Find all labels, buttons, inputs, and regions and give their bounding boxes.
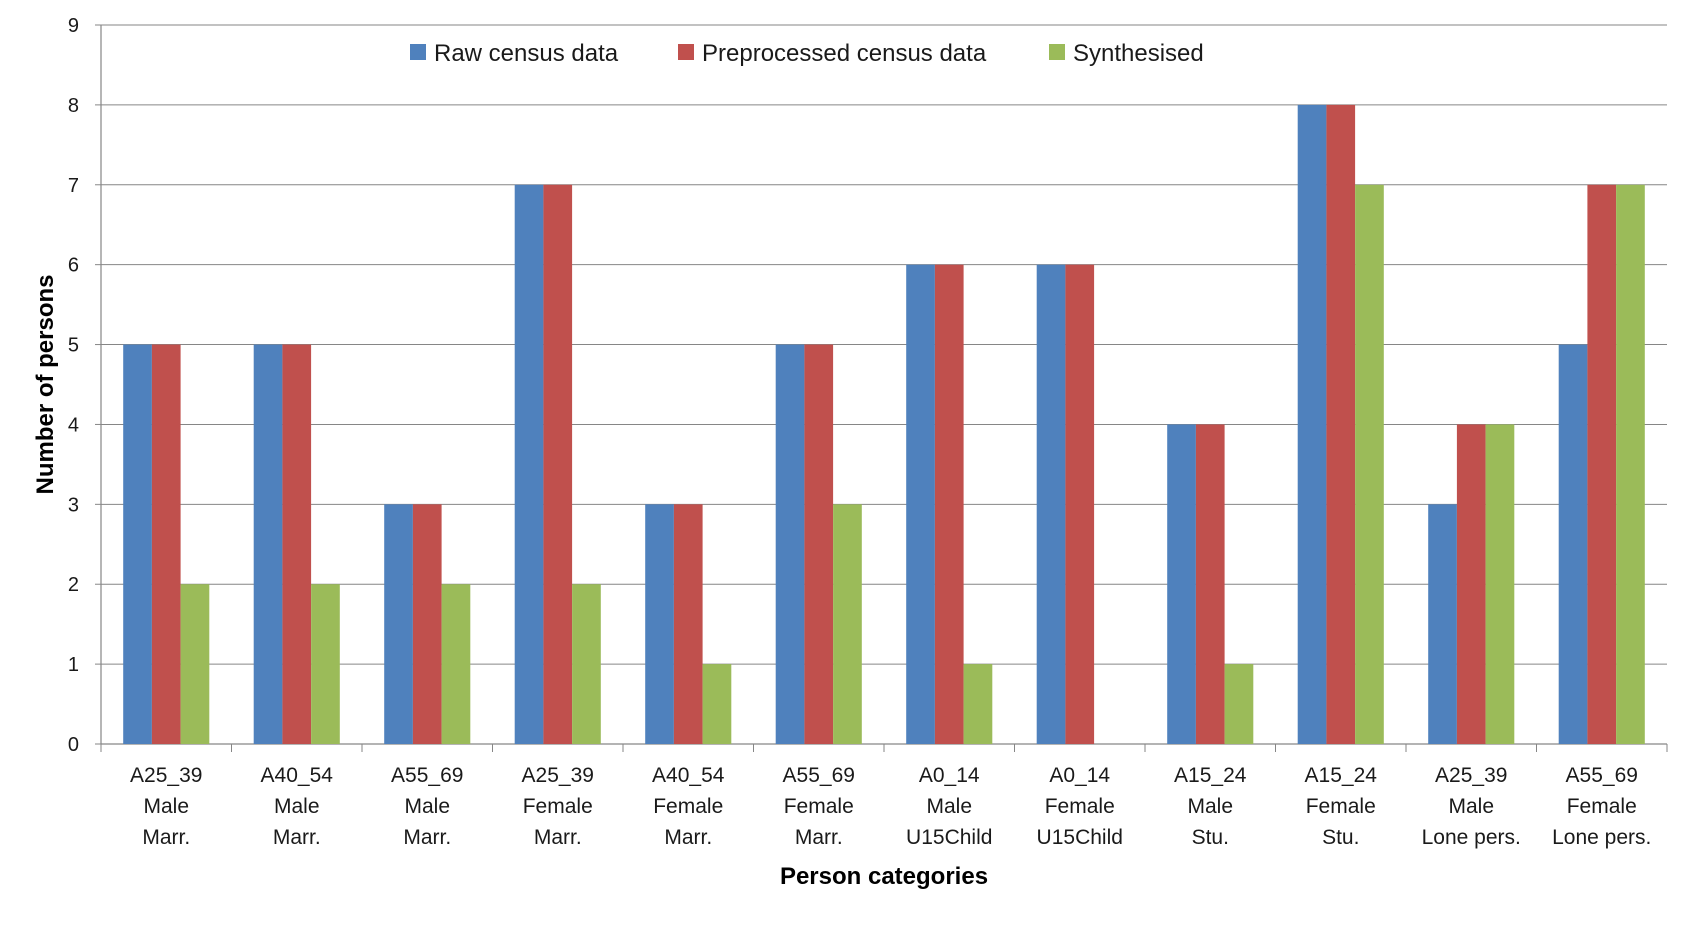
category-label: U15Child <box>906 826 992 849</box>
legend-label: Synthesised <box>1073 40 1204 67</box>
axes <box>100 25 1667 745</box>
bar-raw-census-data <box>123 344 152 744</box>
category-label: Female <box>653 795 723 818</box>
bar-preprocessed-census-data <box>1587 184 1617 744</box>
category-label: Stu. <box>1322 826 1359 849</box>
category-label: A55_69 <box>783 764 855 787</box>
category-label: A0_14 <box>919 764 980 787</box>
category-label: Lone pers. <box>1422 826 1521 849</box>
y-tick-labels: 0 1 2 3 4 5 6 7 8 9 <box>68 15 79 756</box>
category-label: Female <box>1306 795 1376 818</box>
category-label: Male <box>404 795 450 818</box>
legend-swatch-preprocessed-census-data <box>678 44 694 60</box>
y-tick-label: 8 <box>68 95 79 117</box>
category-label: A55_69 <box>1566 764 1638 787</box>
category-label: Marr. <box>534 826 582 849</box>
category-label: Male <box>926 795 972 818</box>
y-tick-label: 4 <box>68 414 79 436</box>
x-axis-title: Person categories <box>780 863 988 890</box>
bar-synthesised <box>1616 184 1645 744</box>
bar-preprocessed-census-data <box>543 184 573 744</box>
bar-raw-census-data <box>645 504 674 744</box>
legend-swatch-raw-census-data <box>410 44 426 60</box>
category-label: A40_54 <box>652 764 725 787</box>
bar-preprocessed-census-data <box>934 264 964 744</box>
category-label: A25_39 <box>1435 764 1507 787</box>
category-label: A0_14 <box>1049 764 1110 787</box>
bar-raw-census-data <box>1167 424 1196 744</box>
bar-synthesised <box>572 584 601 744</box>
bar-preprocessed-census-data <box>282 344 312 744</box>
y-axis-title: Number of persons <box>32 274 59 494</box>
category-label: Marr. <box>142 826 190 849</box>
bar-synthesised <box>1485 424 1515 744</box>
category-label: Marr. <box>273 826 321 849</box>
bar-synthesised <box>963 664 993 744</box>
y-tick-label: 1 <box>68 654 79 676</box>
bar-preprocessed-census-data <box>412 504 442 744</box>
y-tick-label: 0 <box>68 734 79 756</box>
bar-synthesised <box>1355 184 1384 744</box>
bar-preprocessed-census-data <box>673 504 703 744</box>
bar-synthesised <box>441 584 471 744</box>
category-label: U15Child <box>1037 826 1123 849</box>
bar-synthesised <box>1224 664 1254 744</box>
category-label: Female <box>1567 795 1637 818</box>
y-tick-label: 3 <box>68 494 79 516</box>
x-category-labels: A25_39 Male Marr. A40_54 Male Marr. A55_69 Male… <box>130 764 1651 849</box>
category-label: Lone pers. <box>1552 826 1651 849</box>
category-label: Male <box>1187 795 1233 818</box>
y-tick-label: 7 <box>68 175 79 197</box>
legend-label: Preprocessed census data <box>702 40 987 67</box>
bar-preprocessed-census-data <box>1065 264 1095 744</box>
category-label: Marr. <box>795 826 843 849</box>
bar-synthesised <box>180 584 210 744</box>
bar-synthesised <box>702 664 732 744</box>
bar-raw-census-data <box>775 344 805 744</box>
category-label: Female <box>784 795 854 818</box>
bar-preprocessed-census-data <box>804 344 834 744</box>
category-label: Male <box>1448 795 1494 818</box>
bar-synthesised <box>311 584 340 744</box>
bar-raw-census-data <box>253 344 283 744</box>
legend-swatch-synthesised <box>1049 44 1065 60</box>
category-label: A15_24 <box>1174 764 1247 787</box>
bar-raw-census-data <box>384 504 413 744</box>
category-label: A40_54 <box>261 764 334 787</box>
legend: Raw census data Preprocessed census data S… <box>410 40 1204 67</box>
category-label: A25_39 <box>130 764 202 787</box>
category-label: Male <box>143 795 189 818</box>
y-tick-label: 2 <box>68 574 79 596</box>
bar-preprocessed-census-data <box>151 344 181 744</box>
category-label: Female <box>523 795 593 818</box>
category-label: Marr. <box>664 826 712 849</box>
bar-raw-census-data <box>1558 344 1588 744</box>
category-label: Marr. <box>403 826 451 849</box>
bar-raw-census-data <box>1297 104 1327 744</box>
category-label: A25_39 <box>522 764 594 787</box>
y-tick-label: 6 <box>68 255 79 277</box>
bar-preprocessed-census-data <box>1195 424 1225 744</box>
category-label: A55_69 <box>391 764 463 787</box>
bar-raw-census-data <box>1428 504 1457 744</box>
bar-raw-census-data <box>906 264 935 744</box>
legend-label: Raw census data <box>434 40 619 67</box>
category-label: Stu. <box>1192 826 1229 849</box>
bar-raw-census-data <box>514 184 544 744</box>
gridlines <box>95 24 1668 752</box>
bars <box>123 104 1645 744</box>
bar-preprocessed-census-data <box>1326 104 1356 744</box>
y-tick-label: 5 <box>68 335 79 357</box>
category-label: Female <box>1045 795 1115 818</box>
category-label: Male <box>274 795 320 818</box>
y-tick-label: 9 <box>68 15 79 37</box>
bar-raw-census-data <box>1036 264 1066 744</box>
bar-preprocessed-census-data <box>1456 424 1486 744</box>
bar-synthesised <box>833 504 862 744</box>
category-label: A15_24 <box>1305 764 1378 787</box>
